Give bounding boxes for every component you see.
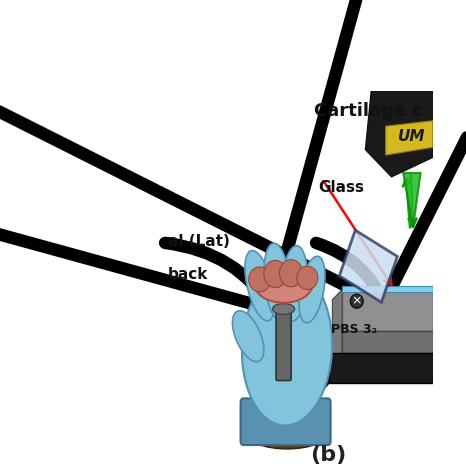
Text: al (Lat): al (Lat) [168,234,229,249]
FancyBboxPatch shape [276,308,291,381]
Ellipse shape [247,418,328,449]
Ellipse shape [245,251,274,321]
Polygon shape [342,287,433,292]
Polygon shape [332,289,342,363]
Text: Glass: Glass [318,180,364,195]
Text: ×: × [351,295,362,308]
Text: (b): (b) [310,445,347,465]
Polygon shape [386,121,433,155]
Ellipse shape [264,243,290,320]
Ellipse shape [233,311,264,362]
Ellipse shape [264,260,287,288]
FancyBboxPatch shape [240,398,330,445]
Ellipse shape [242,270,332,425]
Ellipse shape [299,256,325,323]
Ellipse shape [254,266,313,303]
Ellipse shape [281,246,308,321]
Polygon shape [342,331,433,352]
Polygon shape [365,91,433,177]
Ellipse shape [249,267,271,292]
Ellipse shape [273,303,295,315]
Ellipse shape [297,266,318,289]
Polygon shape [342,289,433,331]
Text: UM: UM [398,129,425,144]
Polygon shape [329,352,433,383]
Text: PBS 3₂: PBS 3₂ [331,323,377,336]
Polygon shape [319,352,329,395]
Polygon shape [339,230,397,302]
Ellipse shape [350,294,363,308]
Polygon shape [403,173,421,227]
Ellipse shape [280,260,303,287]
Text: Cartilage c: Cartilage c [314,102,423,120]
Text: back: back [168,267,208,282]
